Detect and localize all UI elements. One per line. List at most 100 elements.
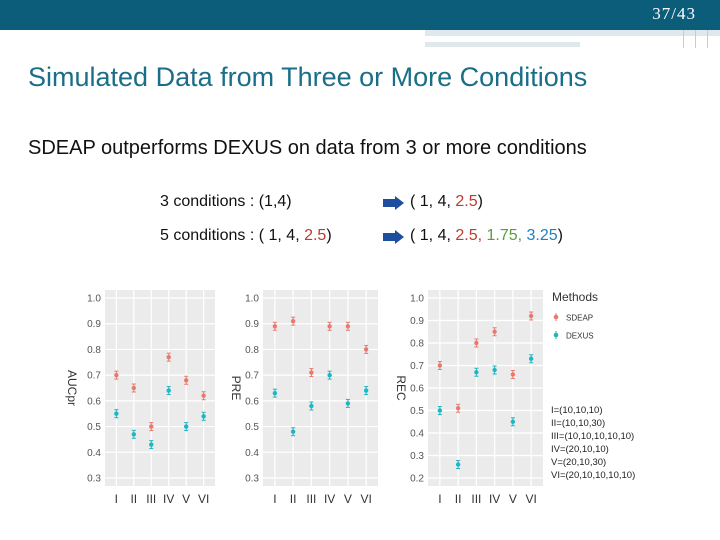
data-point-sdeap [510,372,516,377]
x-tick-label: VI [198,492,209,506]
y-tick-label: 0.6 [245,396,259,407]
condition-note: VI=(20,10,10,10,10) [551,470,635,481]
legend-item-label: DEXUS [566,332,594,341]
y-axis-label: PRE [229,376,243,401]
y-tick-label: 0.7 [410,361,424,372]
y-tick-label: 1.0 [410,294,424,305]
x-tick-label: III [471,492,481,506]
y-tick-label: 0.8 [87,345,101,356]
y-tick-label: 0.2 [410,474,424,485]
y-tick-label: 0.3 [87,474,101,485]
y-tick-label: 0.6 [410,384,424,395]
y-tick-label: 0.9 [245,319,259,330]
data-point-dexus [183,424,189,429]
condition-row-2-label: 5 conditions : ( 1, 4, 2.5) [160,227,332,244]
data-point-dexus [363,388,369,393]
y-tick-label: 0.9 [87,319,101,330]
y-tick-label: 0.9 [410,316,424,327]
y-tick-label: 1.0 [87,294,101,305]
y-tick-label: 0.5 [87,422,101,433]
y-tick-label: 0.7 [245,371,259,382]
data-point-dexus [149,442,154,447]
y-tick-label: 0.5 [410,406,424,417]
data-point-sdeap [327,324,332,329]
data-point-dexus [510,419,516,424]
condition-note: IV=(20,10,10) [551,444,609,455]
data-point-dexus [290,429,296,434]
data-point-sdeap [309,370,314,375]
data-point-sdeap [363,347,369,352]
header-accent-bar [425,30,720,36]
y-tick-label: 0.3 [245,474,259,485]
x-tick-label: III [146,492,156,506]
condition-note: II=(10,10,30) [551,418,605,429]
x-tick-label: VI [360,492,371,506]
x-tick-label: I [273,492,276,506]
header-divider [695,30,696,48]
data-point-sdeap [166,354,171,360]
condition-row-1-label: 3 conditions : (1,4) [160,193,292,210]
condition-note: I=(10,10,10) [551,405,603,416]
x-tick-label: VI [525,492,536,506]
header-divider [707,30,708,48]
data-point-dexus [166,388,171,393]
condition-note: V=(20,10,30) [551,457,606,468]
x-tick-label: IV [163,492,174,506]
y-tick-label: 1.0 [245,294,259,305]
data-point-sdeap [131,385,137,391]
condition-row-1-result: ( 1, 4, 2.5) [410,193,483,210]
y-tick-label: 0.4 [87,448,101,459]
x-tick-label: II [130,492,137,506]
total-pages: 43 [677,4,696,23]
data-point-dexus [309,403,314,409]
chart-area: 1.00.90.80.70.60.50.40.3I II III IV V VIAUCpr… [65,290,635,506]
data-point-sdeap [183,378,189,383]
y-tick-label: 0.8 [245,345,259,356]
x-tick-label: V [509,492,517,506]
condition-note: III=(10,10,10,10,10) [551,431,634,442]
data-point-sdeap [455,406,461,411]
page-number: 37/43 [652,4,696,23]
x-tick-label: II [290,492,297,506]
condition-row-2-result: ( 1, 4, 2.5, 1.75, 3.25) [410,227,563,244]
legend-key-point [553,332,559,338]
header-accent-bar-2 [425,42,580,47]
arrow-right-icon [383,230,404,244]
data-point-dexus [528,356,534,361]
data-point-dexus [327,372,332,378]
plot-panel [263,290,378,486]
data-point-sdeap [114,372,119,378]
x-tick-label: V [182,492,190,506]
y-tick-label: 0.5 [245,422,259,433]
x-tick-label: I [115,492,118,506]
data-point-sdeap [290,318,296,324]
legend-key-point [553,314,559,320]
data-point-sdeap [492,329,497,334]
data-point-dexus [437,408,443,413]
y-tick-label: 0.4 [245,448,259,459]
data-point-sdeap [528,313,534,319]
data-point-dexus [131,432,137,437]
legend-title: Methods [552,290,598,304]
header-bar: 37/43 [0,0,720,30]
data-point-dexus [455,462,461,467]
legend-item-label: SDEAP [566,314,593,323]
data-point-sdeap [201,393,206,398]
data-point-dexus [492,367,497,373]
data-point-dexus [345,401,351,406]
y-tick-label: 0.4 [410,429,424,440]
y-tick-label: 0.3 [410,451,424,462]
x-tick-label: III [306,492,316,506]
data-point-sdeap [272,324,278,329]
plot-panel [105,290,215,486]
x-tick-label: IV [324,492,335,506]
x-tick-label: IV [489,492,500,506]
data-point-dexus [114,411,119,416]
slide-title: Simulated Data from Three or More Condit… [28,62,588,92]
x-tick-label: I [438,492,441,506]
y-tick-label: 0.6 [87,396,101,407]
data-point-dexus [272,390,278,396]
data-point-dexus [474,370,479,375]
data-point-sdeap [345,324,351,329]
data-point-sdeap [474,340,479,346]
